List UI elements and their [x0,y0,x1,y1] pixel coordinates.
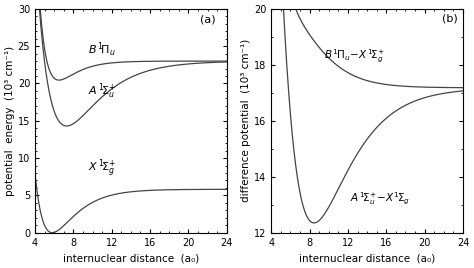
Y-axis label: potential  energy  (10³ cm⁻¹): potential energy (10³ cm⁻¹) [5,46,15,196]
Text: $A\,^1\!\Sigma_u^{+}$: $A\,^1\!\Sigma_u^{+}$ [88,81,116,101]
Text: $X\,^1\!\Sigma_g^{+}$: $X\,^1\!\Sigma_g^{+}$ [88,158,116,180]
Text: $B\,^1\!\Pi_u\!-\!X\,^1\!\Sigma_g^{+}$: $B\,^1\!\Pi_u\!-\!X\,^1\!\Sigma_g^{+}$ [324,48,384,65]
Text: (a): (a) [200,15,215,25]
Text: (b): (b) [442,13,458,23]
Text: $A\,^1\!\Sigma_u^{+}\!-\!X\,^1\!\Sigma_g$: $A\,^1\!\Sigma_u^{+}\!-\!X\,^1\!\Sigma_g… [350,191,410,207]
X-axis label: internuclear distance  (a₀): internuclear distance (a₀) [63,253,199,263]
Text: $B\,^1\!\Pi_u$: $B\,^1\!\Pi_u$ [88,41,116,59]
Y-axis label: difference potential  (10³ cm⁻¹): difference potential (10³ cm⁻¹) [241,39,251,202]
X-axis label: internuclear distance  (a₀): internuclear distance (a₀) [299,253,435,263]
